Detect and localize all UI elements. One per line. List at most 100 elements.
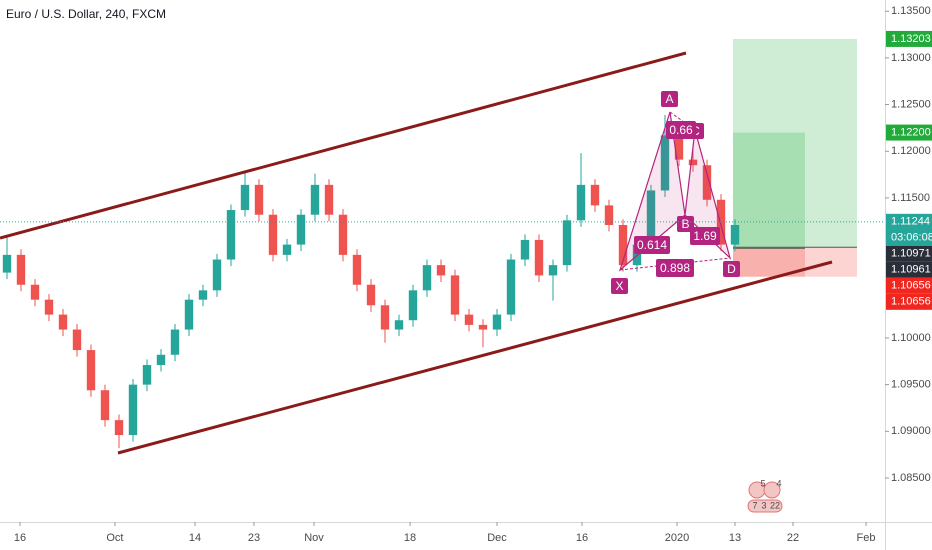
y-tick-label: 1.12500 bbox=[891, 98, 931, 110]
candle-body bbox=[170, 329, 180, 355]
candle-body bbox=[100, 390, 110, 421]
candle-body bbox=[422, 265, 432, 291]
candle-body bbox=[618, 224, 628, 266]
position-layer bbox=[733, 38, 857, 277]
ratio-text: 0.66 bbox=[669, 123, 693, 137]
candle-body bbox=[254, 184, 264, 215]
x-tick-label: Oct bbox=[106, 532, 123, 544]
profit-zone bbox=[733, 132, 805, 249]
widget-count: 4 bbox=[776, 478, 781, 488]
candle-body bbox=[296, 214, 306, 245]
x-tick-label: 16 bbox=[576, 532, 588, 544]
candle-body bbox=[506, 259, 516, 315]
candle-body bbox=[520, 239, 530, 260]
candle-body bbox=[268, 214, 278, 255]
candle-body bbox=[352, 254, 362, 285]
widget-icon bbox=[763, 481, 781, 499]
candle-body bbox=[310, 184, 320, 215]
x-tick-label: Nov bbox=[304, 532, 324, 544]
x-tick-label: 18 bbox=[404, 532, 416, 544]
y-tick-label: 1.10000 bbox=[891, 332, 931, 344]
candle-body bbox=[436, 265, 446, 276]
candle-body bbox=[198, 290, 208, 300]
candle-body bbox=[366, 284, 376, 306]
x-tick-label: Dec bbox=[487, 532, 507, 544]
pattern-label: X bbox=[611, 278, 628, 294]
ratio-label: 0.66 bbox=[666, 121, 696, 139]
ratio-label: 1.69 bbox=[690, 227, 720, 245]
candle-body bbox=[674, 135, 684, 160]
candle-body bbox=[478, 324, 488, 330]
pattern-label: A bbox=[661, 91, 678, 107]
x-tick-label: Feb bbox=[857, 532, 876, 544]
candle-body bbox=[576, 184, 586, 221]
price-badge bbox=[886, 245, 932, 262]
point-label: A bbox=[665, 92, 673, 106]
candle-body bbox=[142, 365, 152, 385]
candle-body bbox=[72, 329, 82, 351]
price-badge bbox=[886, 277, 932, 294]
candle-body bbox=[184, 299, 194, 330]
price-badge-label: 1.10971 bbox=[891, 248, 931, 260]
price-badge bbox=[886, 124, 932, 141]
candle-body bbox=[380, 305, 390, 330]
x-tick-label: 13 bbox=[729, 532, 741, 544]
candle-body bbox=[450, 275, 460, 315]
x-tick-label: 16 bbox=[14, 532, 26, 544]
candle-body bbox=[688, 159, 698, 166]
candle-body bbox=[324, 184, 334, 215]
candle-body bbox=[30, 284, 40, 300]
price-badge bbox=[886, 293, 932, 310]
last-price-badge bbox=[886, 213, 932, 246]
ratio-label: 0.898 bbox=[656, 259, 694, 277]
point-label: X bbox=[615, 279, 623, 293]
price-badge-label: 1.10656 bbox=[891, 296, 931, 308]
price-badge-label: 1.12200 bbox=[891, 126, 931, 138]
candle-body bbox=[464, 314, 474, 325]
pattern-label: B bbox=[677, 216, 694, 232]
axis-layer: 1.08500 1.09000 1.09500 1.10000 1.11500 1.120… bbox=[0, 5, 932, 544]
price-badge-label: 1.13203 bbox=[891, 33, 931, 45]
channel-lower bbox=[117, 260, 833, 455]
widget-icon bbox=[747, 499, 783, 513]
point-label: B bbox=[681, 217, 689, 231]
candle-body bbox=[226, 210, 236, 260]
candle-body bbox=[492, 314, 502, 330]
ideas-widget[interactable]: 5 4 7 3 22 bbox=[747, 478, 783, 513]
harmonic-pattern: X A B C D 0.614 0.66 1.69 0.898 bbox=[611, 91, 740, 294]
candle-body bbox=[534, 239, 544, 276]
candle-body bbox=[86, 350, 96, 391]
price-badge bbox=[886, 261, 932, 278]
candle-layer bbox=[2, 114, 740, 449]
pattern-label: D bbox=[723, 261, 740, 277]
y-tick-label: 1.11500 bbox=[891, 192, 930, 204]
candle-body bbox=[128, 384, 138, 436]
candle-body bbox=[156, 354, 166, 366]
chart-title: Euro / U.S. Dollar, 240, FXCM bbox=[6, 7, 166, 21]
widget-count: 3 bbox=[761, 500, 766, 510]
candle-body bbox=[702, 165, 712, 200]
y-tick-label: 1.08500 bbox=[891, 472, 931, 484]
widget-count: 5 bbox=[760, 478, 765, 488]
y-tick-label: 1.13000 bbox=[891, 52, 931, 64]
countdown: 03:06:08 bbox=[891, 232, 932, 244]
ratio-text: 0.614 bbox=[637, 238, 667, 252]
candle-body bbox=[240, 184, 250, 211]
candle-body bbox=[2, 254, 12, 273]
y-tick-label: 1.09000 bbox=[891, 425, 931, 437]
x-tick-label: 2020 bbox=[665, 532, 689, 544]
candle-body bbox=[338, 214, 348, 255]
price-badge-label: 1.10656 bbox=[891, 280, 931, 292]
x-tick-label: 14 bbox=[189, 532, 201, 544]
candle-body bbox=[646, 190, 656, 245]
candle-body bbox=[282, 244, 292, 255]
channel-upper bbox=[0, 51, 687, 240]
y-tick-label: 1.09500 bbox=[891, 379, 931, 391]
last-price-label: 1.11244 bbox=[891, 216, 930, 228]
candle-body bbox=[660, 135, 670, 191]
ratio-label: 0.614 bbox=[634, 236, 670, 254]
widget-count: 7 bbox=[752, 500, 757, 510]
candle-body bbox=[394, 320, 404, 330]
